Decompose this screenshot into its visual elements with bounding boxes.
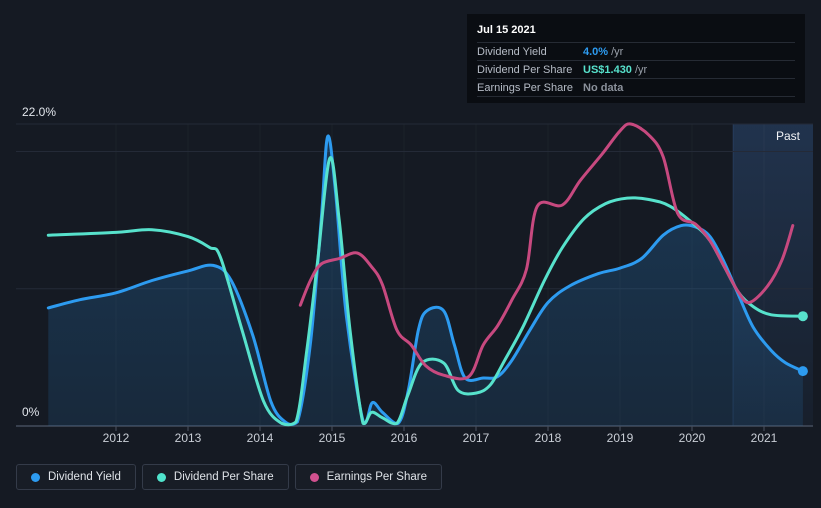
x-tick-label: 2015 bbox=[319, 431, 346, 445]
tooltip-row-earnings-per-share: Earnings Per Share No data bbox=[477, 78, 795, 97]
endpoint-dot-dividend-per-share bbox=[797, 311, 808, 322]
legend-item-dividend-yield[interactable]: Dividend Yield bbox=[16, 464, 136, 490]
earnings-per-share-dot-icon bbox=[309, 472, 319, 482]
legend-label: Dividend Per Share bbox=[173, 471, 274, 483]
x-tick-label: 2020 bbox=[679, 431, 706, 445]
legend-item-earnings-per-share[interactable]: Earnings Per Share bbox=[294, 464, 442, 490]
endpoint-dot-dividend-yield bbox=[797, 366, 808, 377]
legend-item-dividend-per-share[interactable]: Dividend Per Share bbox=[141, 464, 289, 490]
y-axis-bottom-label: 0% bbox=[22, 405, 40, 419]
tooltip-value: No data bbox=[583, 81, 624, 94]
x-tick-label: 2012 bbox=[103, 431, 130, 445]
x-tick-label: 2013 bbox=[175, 431, 202, 445]
x-tick-label: 2019 bbox=[607, 431, 634, 445]
tooltip-value: US$1.430 bbox=[583, 63, 632, 76]
series-line-earnings-per-share bbox=[298, 122, 795, 381]
tooltip-row-dividend-per-share: Dividend Per Share US$1.430 /yr bbox=[477, 60, 795, 78]
series-line-dividend-per-share bbox=[46, 156, 805, 427]
dividend-per-share-dot-icon bbox=[156, 472, 166, 482]
tooltip: Jul 15 2021 Dividend Yield 4.0% /yr Divi… bbox=[467, 14, 805, 103]
past-label: Past bbox=[776, 129, 801, 143]
legend-label: Earnings Per Share bbox=[326, 471, 427, 483]
legend: Dividend Yield Dividend Per Share Earnin… bbox=[16, 464, 442, 490]
series-line-dividend-yield bbox=[46, 134, 805, 427]
x-tick-label: 2021 bbox=[751, 431, 778, 445]
x-tick-label: 2014 bbox=[247, 431, 274, 445]
dividend-yield-dot-icon bbox=[31, 472, 40, 482]
tooltip-label: Earnings Per Share bbox=[477, 81, 573, 94]
tooltip-date: Jul 15 2021 bbox=[477, 24, 536, 36]
tooltip-label: Dividend Per Share bbox=[477, 63, 573, 76]
y-axis-top-label: 22.0% bbox=[22, 105, 56, 119]
tooltip-row-dividend-yield: Dividend Yield 4.0% /yr bbox=[477, 42, 795, 60]
x-tick-label: 2017 bbox=[463, 431, 490, 445]
x-tick-label: 2018 bbox=[535, 431, 562, 445]
legend-label: Dividend Yield bbox=[48, 471, 121, 483]
x-tick-label: 2016 bbox=[391, 431, 418, 445]
area-dividend-yield bbox=[48, 135, 803, 426]
tooltip-value-suffix: /yr bbox=[634, 63, 648, 76]
tooltip-value-suffix: /yr bbox=[611, 45, 624, 58]
tooltip-value: 4.0% bbox=[583, 45, 609, 58]
tooltip-label: Dividend Yield bbox=[477, 45, 547, 58]
